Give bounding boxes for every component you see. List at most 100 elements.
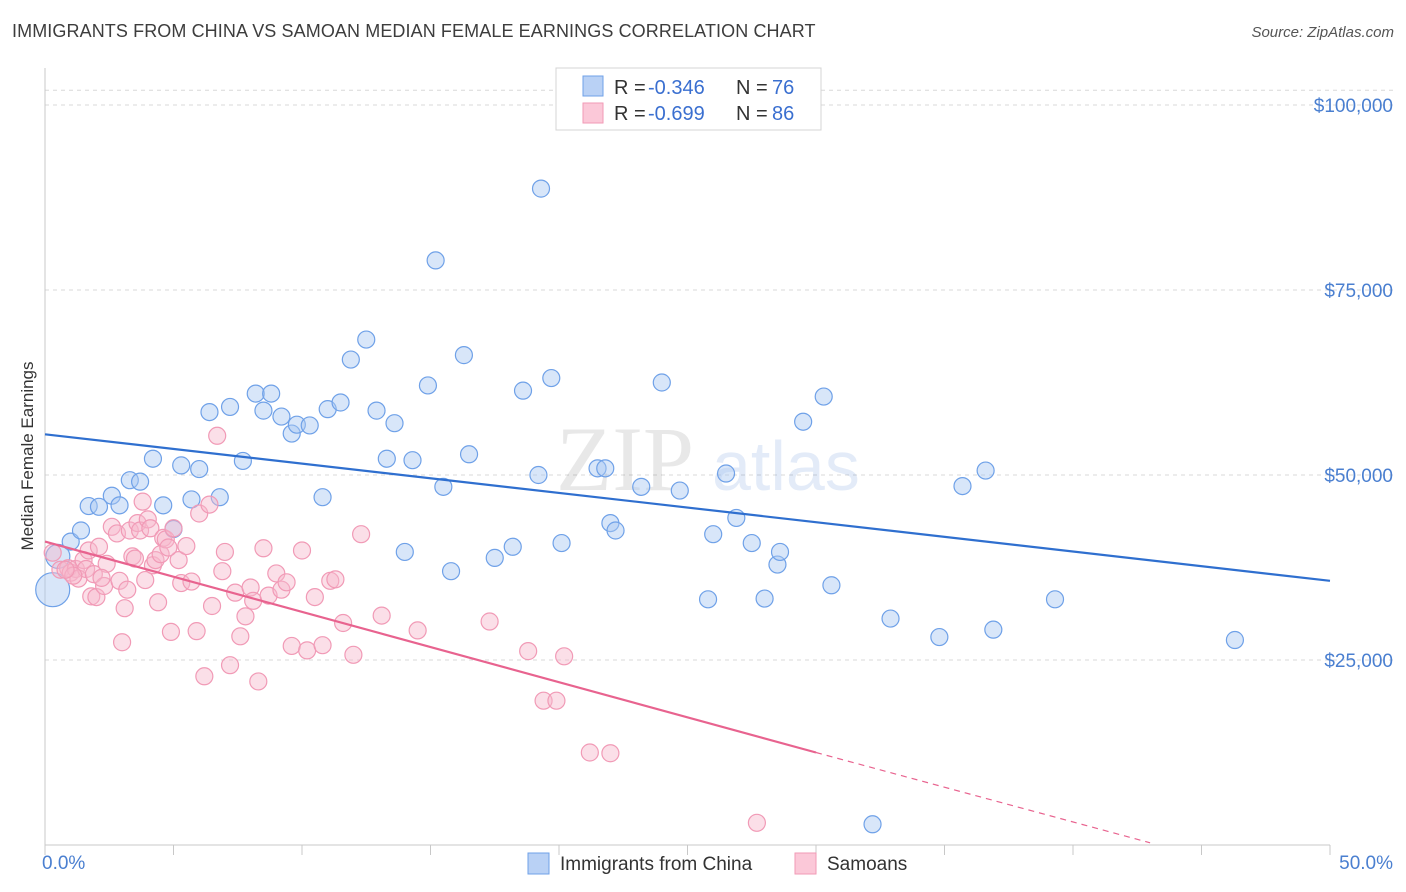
x-tick-label-max: 50.0%	[1339, 853, 1393, 874]
point-samoans	[136, 570, 155, 590]
point-immigrants-from-china	[385, 414, 404, 433]
point-samoans	[408, 621, 427, 640]
point-immigrants-from-china	[606, 521, 625, 540]
legend-r-label-pink: R =	[614, 103, 651, 125]
point-samoans	[112, 633, 132, 652]
point-samoans	[326, 570, 345, 589]
point-immigrants-from-china	[246, 384, 265, 403]
point-samoans	[202, 596, 222, 616]
legend-swatch-pink	[582, 102, 604, 124]
point-immigrants-from-china	[313, 488, 332, 507]
point-samoans	[277, 573, 296, 592]
point-immigrants-from-china	[403, 451, 422, 470]
point-immigrants-from-china	[210, 488, 229, 507]
point-samoans	[82, 587, 101, 606]
x-ticks	[44, 845, 1331, 855]
legend-n-value-pink: 86	[772, 103, 794, 125]
watermark: ZIP atlas	[556, 408, 860, 510]
point-samoans	[313, 636, 332, 655]
trendlines	[44, 433, 1331, 844]
point-immigrants-from-china	[200, 403, 219, 422]
point-immigrants-from-china	[190, 459, 209, 479]
point-immigrants-from-china	[632, 477, 651, 496]
point-immigrants-from-china	[282, 424, 301, 443]
point-immigrants-from-china	[130, 472, 150, 491]
point-immigrants-from-china	[287, 415, 306, 434]
legend-n-value-blue: 76	[772, 77, 794, 99]
point-immigrants-from-china	[863, 815, 882, 834]
point-samoans	[148, 593, 168, 612]
point-samoans	[187, 622, 206, 641]
point-immigrants-from-china	[588, 459, 607, 478]
point-samoans	[372, 606, 391, 625]
point-samoans	[200, 495, 219, 514]
legend-r-value-pink: -0.699	[648, 103, 705, 125]
point-samoans	[601, 744, 620, 763]
point-immigrants-from-china	[652, 373, 671, 392]
point-samoans	[231, 627, 250, 646]
point-samoans	[534, 691, 553, 710]
point-samoans	[177, 536, 196, 556]
point-samoans	[480, 612, 499, 631]
watermark-atlas: atlas	[712, 427, 860, 505]
point-immigrants-from-china	[434, 477, 453, 496]
legend-r-label-blue: R =	[614, 77, 651, 99]
chart-title: IMMIGRANTS FROM CHINA VS SAMOAN MEDIAN F…	[12, 21, 816, 41]
y-tick-label: $25,000	[1324, 651, 1393, 672]
trendline-samoans-extension	[815, 751, 1151, 844]
point-immigrants-from-china	[143, 449, 163, 468]
point-immigrants-from-china	[503, 537, 522, 556]
point-samoans	[215, 542, 234, 562]
point-immigrants-from-china	[531, 179, 551, 198]
point-immigrants-from-china	[984, 620, 1003, 639]
point-immigrants-from-china	[426, 251, 445, 270]
point-immigrants-from-china	[454, 346, 474, 365]
point-immigrants-from-china	[529, 465, 548, 485]
point-samoans	[115, 599, 134, 618]
point-immigrants-from-china	[441, 562, 461, 581]
point-immigrants-from-china	[262, 384, 281, 403]
point-immigrants-from-china	[254, 401, 273, 420]
point-samoans	[164, 519, 183, 538]
point-immigrants-from-china	[881, 609, 900, 628]
point-immigrants-from-china	[670, 481, 689, 500]
point-immigrants-from-china	[976, 461, 995, 480]
point-immigrants-from-china	[367, 401, 386, 420]
point-immigrants-from-china	[377, 449, 396, 468]
point-immigrants-from-china	[395, 542, 414, 562]
point-samoans	[56, 560, 75, 579]
point-immigrants-from-china	[698, 590, 718, 609]
chart-source: Source: ZipAtlas.com	[1251, 24, 1394, 41]
point-samoans	[213, 562, 232, 581]
point-immigrants-from-china	[485, 548, 504, 567]
point-samoans	[161, 622, 181, 641]
point-immigrants-from-china	[79, 496, 98, 516]
bottom-legend: Immigrants from China Samoans	[527, 852, 907, 875]
point-samoans	[282, 636, 301, 656]
point-immigrants-from-china	[233, 451, 252, 471]
bottom-legend-swatch-pink	[794, 852, 817, 875]
point-immigrants-from-china	[814, 387, 833, 406]
trendline-samoans	[44, 540, 817, 754]
point-samoans	[352, 525, 371, 544]
point-immigrants-from-china	[89, 497, 109, 516]
point-immigrants-from-china	[552, 533, 571, 553]
point-immigrants-from-china	[822, 576, 841, 595]
point-samoans	[92, 568, 111, 587]
point-samoans	[292, 541, 312, 560]
point-immigrants-from-china	[742, 533, 761, 553]
point-samoans	[305, 587, 324, 607]
point-samoans	[169, 550, 188, 570]
y-tick-label: $50,000	[1324, 466, 1393, 487]
point-immigrants-from-china	[154, 496, 173, 515]
point-samoans	[241, 578, 260, 597]
point-immigrants-from-china	[459, 445, 479, 464]
point-samoans	[43, 543, 62, 562]
point-samoans	[344, 645, 363, 664]
legend-r-value-blue: -0.346	[648, 77, 705, 99]
point-immigrants-from-china	[1045, 590, 1065, 609]
point-immigrants-from-china	[513, 381, 533, 400]
point-samoans	[555, 647, 574, 666]
point-samoans	[133, 492, 152, 511]
